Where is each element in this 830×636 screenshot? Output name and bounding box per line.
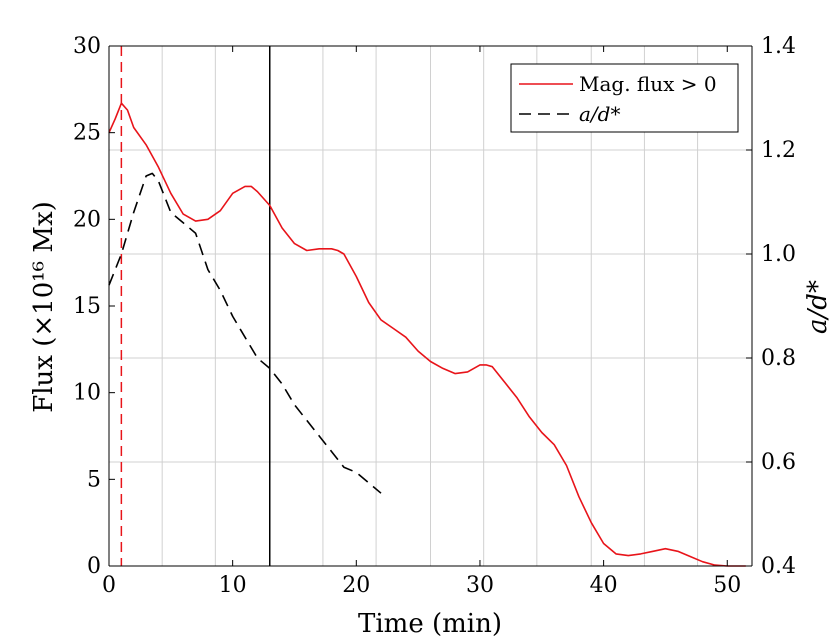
- x-tick-label: 0: [102, 573, 116, 598]
- x-tick-label: 20: [342, 573, 370, 598]
- series-line-1: [108, 172, 382, 494]
- legend-box: [510, 63, 739, 133]
- y-left-tick-label: 0: [87, 554, 101, 579]
- series-line-0: [108, 102, 746, 567]
- y-right-tick-label: 0.6: [761, 450, 796, 475]
- x-tick-label: 30: [466, 573, 494, 598]
- y-right-tick-label: 1.0: [761, 242, 796, 267]
- grid-lines: [109, 46, 752, 566]
- y-left-tick-label: 25: [73, 121, 101, 146]
- y-right-tick-label: 1.2: [761, 138, 796, 163]
- series-group: [108, 102, 746, 567]
- y-axis-label-left: Flux (×10¹⁶ Mx): [29, 201, 59, 413]
- x-tick-label: 10: [219, 573, 247, 598]
- y-left-tick-label: 15: [73, 294, 101, 319]
- x-axis-label: Time (min): [358, 609, 502, 636]
- legend-label-flux: Mag. flux > 0: [579, 72, 717, 96]
- y-left-tick-label: 5: [87, 467, 101, 492]
- legend-label-ratio: a/d*: [579, 102, 620, 126]
- y-left-tick-label: 30: [73, 34, 101, 59]
- y-right-tick-label: 1.4: [761, 34, 796, 59]
- y-left-tick-label: 10: [73, 381, 101, 406]
- tick-labels: 0 10 20 30 40 50 0 5 10 15 20 25 30 0.4 0.6 0.8 1.0 1.2 1.…: [73, 34, 796, 598]
- axes: [108, 45, 753, 567]
- x-tick-label: 40: [590, 573, 618, 598]
- x-tick-label: 50: [713, 573, 741, 598]
- y-right-tick-label: 0.8: [761, 346, 796, 371]
- y-right-tick-label: 0.4: [761, 554, 796, 579]
- y-axis-label-right: a/d*: [803, 280, 830, 334]
- legend: Mag. flux > 0 a/d*: [510, 63, 739, 133]
- event-lines: [120, 46, 271, 566]
- y-left-tick-label: 20: [73, 207, 101, 232]
